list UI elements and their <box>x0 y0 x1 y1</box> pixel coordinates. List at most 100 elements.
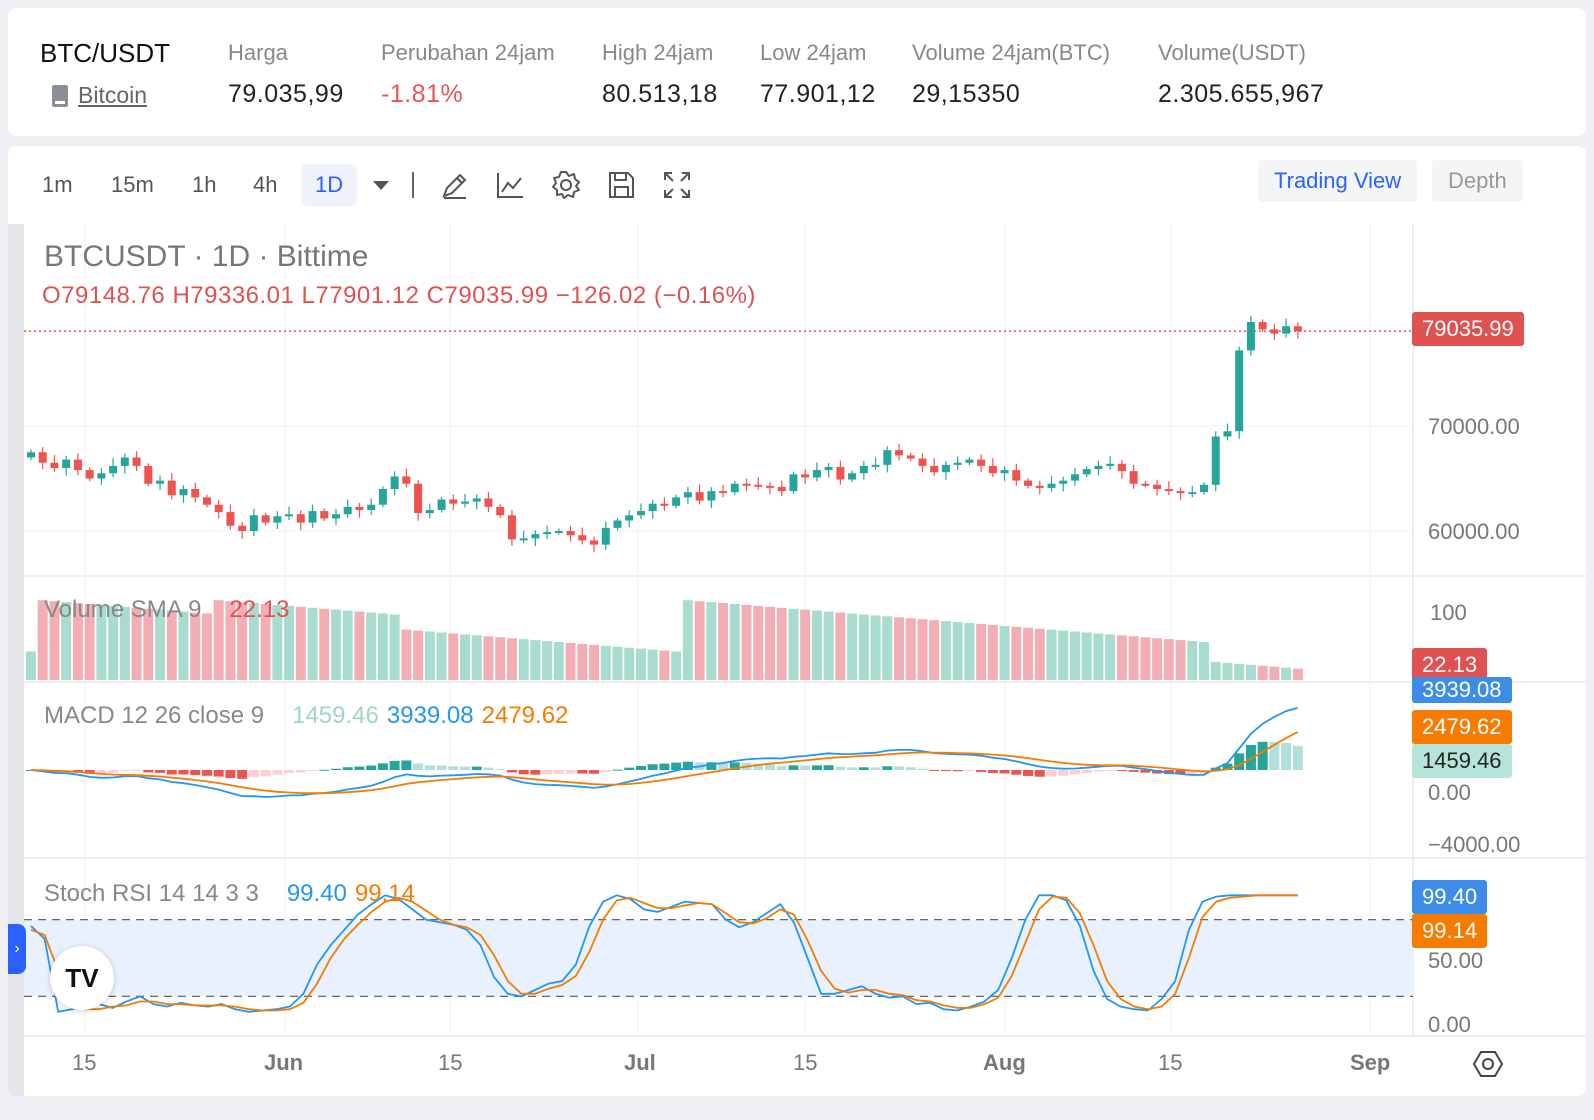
volume-bar <box>354 611 365 680</box>
macd-histogram-bar <box>1105 770 1116 771</box>
volume-bar <box>108 605 119 680</box>
macd-histogram-bar <box>894 766 905 770</box>
timeframe-1m[interactable]: 1m <box>42 172 73 197</box>
save-icon[interactable] <box>604 168 638 202</box>
candle-body <box>965 459 974 463</box>
macd-histogram-bar <box>882 766 893 770</box>
candle-body <box>1258 322 1267 330</box>
volume-bar <box>706 602 717 680</box>
trading-pair: BTC/USDT <box>40 38 170 68</box>
candle-body <box>601 527 610 545</box>
candle-body <box>273 516 282 523</box>
gear-icon[interactable] <box>549 168 583 202</box>
candle-body <box>625 515 634 521</box>
macd-name: MACD 12 26 close 9 <box>44 702 265 729</box>
volume-bar <box>823 611 834 680</box>
macd-histogram-bar <box>1046 770 1057 777</box>
macd-histogram-bar <box>166 770 177 775</box>
macd-line-value: 3939.08 <box>386 702 474 729</box>
coin-info[interactable]: Bitcoin <box>52 82 147 109</box>
candle-body <box>531 534 540 539</box>
macd-histogram-bar <box>506 770 517 773</box>
timeframe-1h[interactable]: 1h <box>192 172 217 197</box>
stat-price: Harga 79.035,99 <box>228 40 344 109</box>
stoch-axis-label: 50.00 <box>1428 948 1484 973</box>
volume-bar <box>366 612 377 680</box>
timeframe-15m[interactable]: 15m <box>111 172 154 197</box>
macd-histogram-bar <box>495 769 506 771</box>
candle-body <box>120 457 129 466</box>
chart-settings-icon[interactable] <box>1472 1048 1504 1080</box>
candle-body <box>496 506 505 516</box>
timeframe-4h[interactable]: 4h <box>253 172 278 197</box>
volume-bar <box>635 648 646 680</box>
volume-bar <box>1210 661 1221 680</box>
macd-line-tag: 3939.08 <box>1412 677 1512 703</box>
candle-body <box>695 492 704 501</box>
tradingview-logo[interactable]: TV <box>50 946 114 1010</box>
volume-bar <box>213 600 224 680</box>
candle-body <box>355 506 364 510</box>
volume-bar <box>166 610 177 680</box>
volume-bar <box>1187 641 1198 680</box>
candle-body <box>367 504 376 510</box>
macd-histogram-bar <box>237 770 248 779</box>
macd-histogram-bar <box>1222 763 1233 770</box>
macd-histogram-bar <box>929 770 940 771</box>
volume-bar <box>330 609 341 680</box>
depth-button[interactable]: Depth <box>1432 160 1523 202</box>
volume-bar <box>1281 667 1292 680</box>
candle-body <box>27 452 35 458</box>
candle-body <box>320 511 329 519</box>
chart-area[interactable]: BTCUSDT · 1D · Bittime O79148.76 H79336.… <box>8 224 1586 1096</box>
candle-body <box>906 455 915 459</box>
candle-body <box>883 450 892 465</box>
volume-bar <box>1245 664 1256 680</box>
candle-body <box>660 503 669 506</box>
candle-body <box>261 515 270 523</box>
candle-body <box>707 491 716 501</box>
candle-body <box>824 466 833 471</box>
macd-histogram-bar <box>530 770 541 775</box>
volume-bar <box>506 638 517 680</box>
timeframe-1d[interactable]: 1D <box>301 164 358 206</box>
macd-histogram-bar <box>178 770 189 775</box>
coin-link[interactable]: Bitcoin <box>78 82 148 108</box>
macd-histogram-bar <box>776 765 787 770</box>
macd-histogram-bar <box>624 767 635 770</box>
x-axis-label: 15 <box>1158 1050 1183 1075</box>
x-axis-label: 15 <box>438 1050 463 1075</box>
candle-body <box>390 476 399 489</box>
volume-bar <box>800 609 811 680</box>
volume-bar <box>1234 663 1245 680</box>
indicator-chart-icon[interactable] <box>493 168 527 202</box>
pencil-icon[interactable] <box>438 168 472 202</box>
candle-body <box>191 489 200 498</box>
volume-bar <box>553 642 564 680</box>
candle-body <box>1117 463 1126 472</box>
volume-bar <box>401 629 412 680</box>
candle-body <box>437 499 446 510</box>
macd-histogram-bar <box>213 770 224 777</box>
macd-histogram-bar <box>1081 770 1092 773</box>
volume-bar <box>436 632 447 680</box>
candle-body <box>1235 350 1244 432</box>
volume-bar <box>471 635 482 680</box>
volume-tag: 22.13 <box>1412 648 1488 682</box>
macd-histogram-bar <box>295 770 306 773</box>
trading-view-button[interactable]: Trading View <box>1258 160 1418 202</box>
expand-handle[interactable]: › <box>8 924 26 974</box>
fullscreen-icon[interactable] <box>660 168 694 202</box>
macd-histogram-bar <box>1281 742 1292 770</box>
macd-histogram-bar <box>201 770 212 776</box>
candle-body <box>988 465 997 474</box>
chevron-down-icon[interactable] <box>364 168 398 202</box>
macd-histogram-bar <box>1011 770 1022 775</box>
stat-label: Harga <box>228 40 288 65</box>
chart-canvas[interactable] <box>8 224 1586 1096</box>
volume-bar <box>940 621 951 680</box>
candle-body <box>859 465 868 474</box>
volume-bar <box>1292 668 1303 680</box>
candle-body <box>132 457 141 466</box>
volume-bar <box>84 604 95 680</box>
